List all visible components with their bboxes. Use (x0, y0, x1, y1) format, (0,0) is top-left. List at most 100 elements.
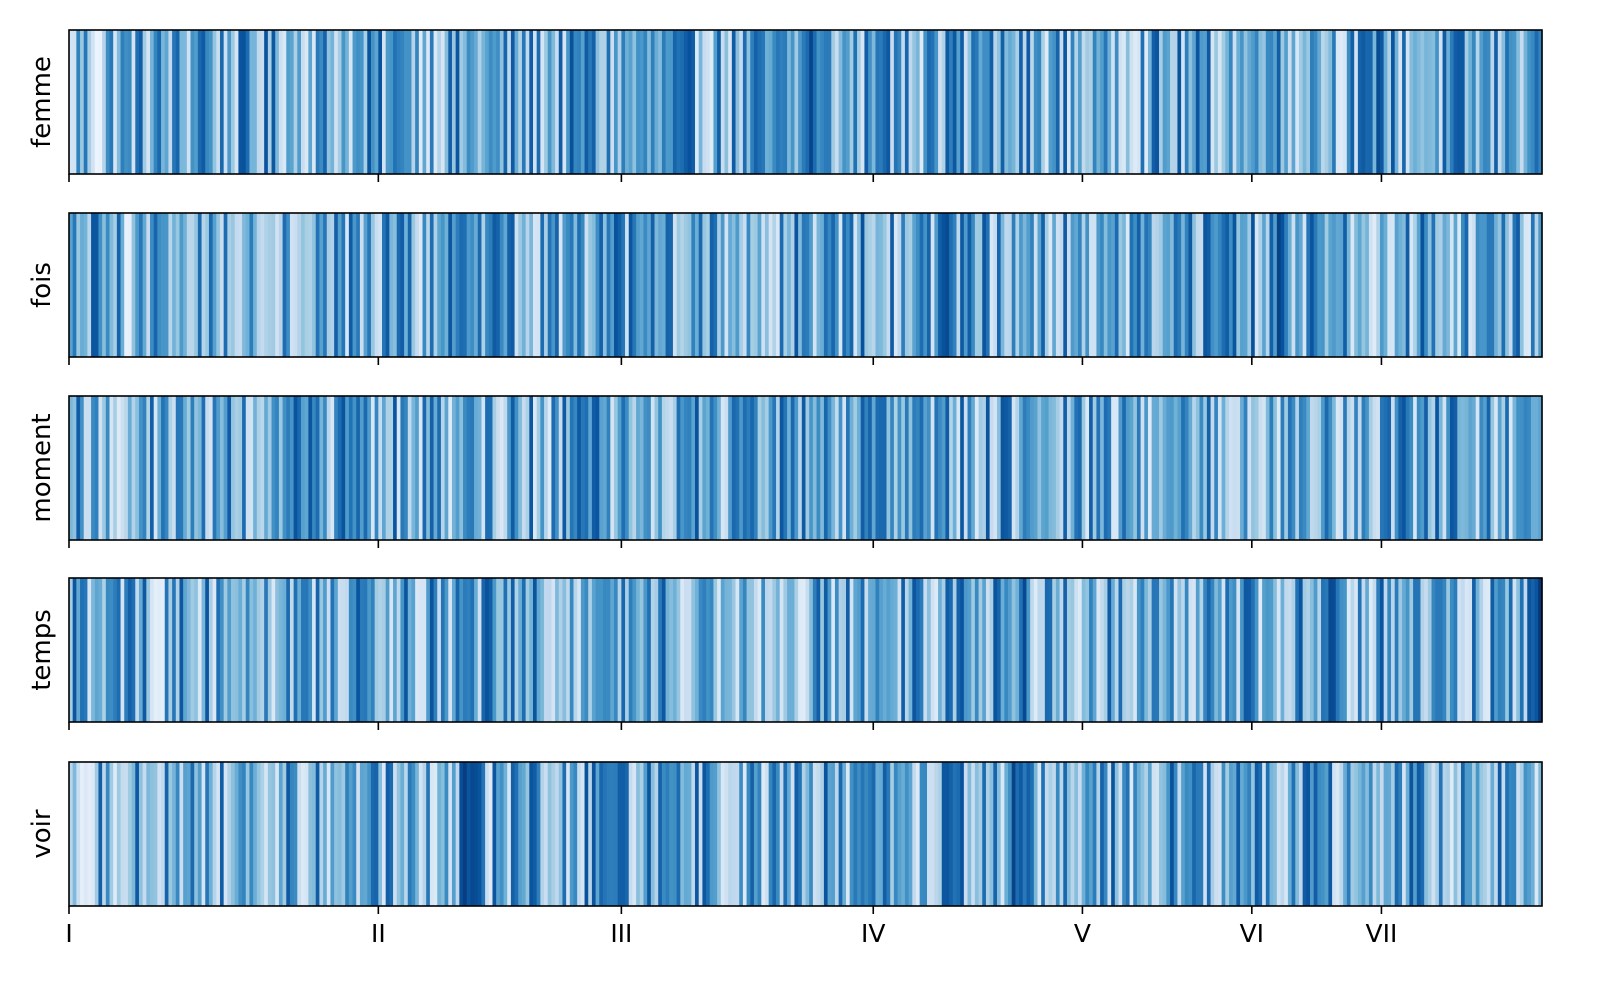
heatmap-cell (580, 762, 586, 906)
heatmap-cell (109, 762, 114, 906)
heatmap-cell (974, 578, 980, 722)
heatmap-cell (989, 762, 994, 906)
heatmap-cell (1265, 762, 1271, 906)
heatmap-cell (264, 396, 269, 540)
heatmap-cell (1453, 30, 1458, 174)
heatmap-cell (1177, 396, 1182, 540)
heatmap-cell (142, 396, 147, 540)
heatmap-cell (466, 213, 471, 357)
heatmap-cell (1494, 762, 1499, 906)
heatmap-cell (676, 578, 681, 722)
heatmap-cell (124, 396, 129, 540)
heatmap-cell (798, 30, 803, 174)
heatmap-cell (1313, 396, 1318, 540)
heatmap-cell (757, 578, 762, 722)
heatmap-cell (882, 213, 888, 357)
heatmap-cell (1402, 30, 1407, 174)
heatmap-cell (1460, 213, 1466, 357)
heatmap-cell (267, 213, 273, 357)
heatmap-cell (80, 30, 85, 174)
heatmap-cell (1291, 578, 1296, 722)
heatmap-cell (915, 213, 921, 357)
heatmap-cell (1177, 578, 1182, 722)
heatmap-cell (938, 30, 943, 174)
heatmap-cell (1413, 30, 1418, 174)
heatmap-cell (488, 30, 494, 174)
heatmap-cell (547, 762, 553, 906)
heatmap-cell (393, 578, 398, 722)
panel-frame (68, 212, 1543, 358)
heatmap-cell (1247, 213, 1252, 357)
heatmap-cell (231, 396, 236, 540)
heatmap-cell (647, 578, 652, 722)
heatmap-cell (150, 578, 155, 722)
heatmap-cell (834, 30, 840, 174)
heatmap-cell (930, 762, 935, 906)
heatmap-cell (849, 30, 854, 174)
heatmap-cell (569, 762, 575, 906)
heatmap-cell (1339, 578, 1344, 722)
heatmap-cell (124, 762, 129, 906)
heatmap-cell (440, 396, 446, 540)
heatmap-cell (757, 396, 762, 540)
heatmap-cell (882, 762, 888, 906)
heatmap-cell (683, 30, 689, 174)
heatmap-cell (1357, 30, 1363, 174)
heatmap-cell (1420, 30, 1425, 174)
heatmap-cell (1147, 762, 1153, 906)
heatmap-cell (1284, 396, 1289, 540)
heatmap-cell (481, 396, 486, 540)
heatmap-cell (127, 396, 133, 540)
heatmap-cell (1508, 30, 1514, 174)
heatmap-cell (1420, 762, 1425, 906)
heatmap-cell (713, 213, 718, 357)
heatmap-cell (952, 578, 958, 722)
heatmap-cell (1136, 213, 1142, 357)
heatmap-cell (1295, 762, 1300, 906)
heatmap-cell (1402, 396, 1407, 540)
heatmap-cell (875, 578, 880, 722)
heatmap-cell (1519, 578, 1525, 722)
heatmap-cell (271, 762, 276, 906)
heatmap-cell (904, 396, 910, 540)
heatmap-cell (249, 396, 254, 540)
heatmap-cell (1206, 762, 1212, 906)
heatmap-cell (404, 213, 409, 357)
heatmap-cell (382, 30, 387, 174)
heatmap-cell (1059, 396, 1064, 540)
heatmap-cell (720, 396, 726, 540)
heatmap-cell (588, 578, 593, 722)
heatmap-cell (1037, 30, 1042, 174)
heatmap-cell (304, 30, 309, 174)
heatmap-cell (753, 578, 759, 722)
heatmap-cell (315, 396, 321, 540)
heatmap-cell (798, 213, 803, 357)
heatmap-cell (842, 762, 847, 906)
heatmap-cell (334, 578, 339, 722)
heatmap-cell (1361, 762, 1366, 906)
heatmap-cell (1276, 762, 1282, 906)
heatmap-cell (654, 578, 659, 722)
heatmap-cell (753, 762, 759, 906)
heatmap-cell (687, 30, 692, 174)
heatmap-cell (231, 213, 236, 357)
heatmap-cell (1107, 762, 1112, 906)
heatmap-cell (370, 578, 376, 722)
heatmap-cell (183, 213, 188, 357)
heatmap-cell (275, 578, 280, 722)
heatmap-cell (577, 30, 582, 174)
heatmap-cell (551, 396, 556, 540)
heatmap-cell (580, 396, 586, 540)
heatmap-cell (1413, 396, 1418, 540)
heatmap-cell (1343, 578, 1348, 722)
heatmap-cell (809, 213, 814, 357)
heatmap-cell (510, 213, 516, 357)
heatmap-cell (1494, 213, 1499, 357)
heatmap-cell (1328, 578, 1333, 722)
panel-frame (68, 29, 1543, 175)
heatmap-cell (164, 396, 170, 540)
heatmap-cell (474, 578, 479, 722)
heatmap-cell (1262, 30, 1267, 174)
heatmap-cell (823, 396, 829, 540)
heatmap-cell (1144, 396, 1149, 540)
